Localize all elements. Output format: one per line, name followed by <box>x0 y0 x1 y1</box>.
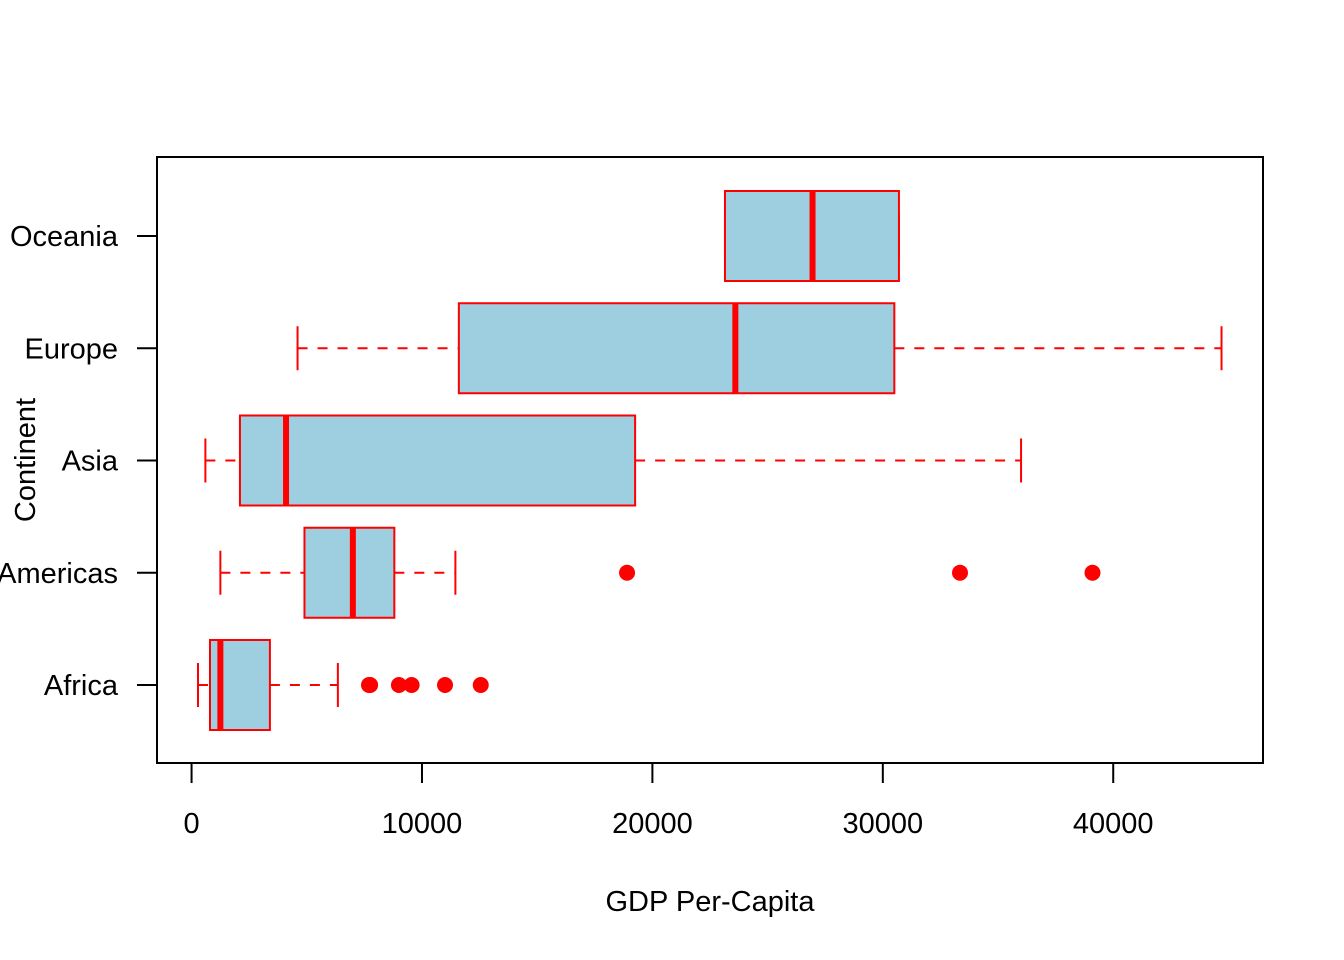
box-iqr <box>303 526 396 619</box>
x-axis: 0 10000 20000 30000 40000 <box>183 762 1154 840</box>
category-label: Americas <box>0 558 118 590</box>
y-axis: Africa Americas Asia Europe Oceania <box>0 221 158 702</box>
x-tick-label: 10000 <box>382 808 463 840</box>
category-label: Asia <box>62 446 119 478</box>
outlier-point <box>390 677 407 693</box>
x-tick-label: 20000 <box>612 808 693 840</box>
category-label: Europe <box>24 333 118 365</box>
box-asia <box>204 414 1023 507</box>
box-iqr <box>457 302 896 395</box>
box-africa <box>197 639 489 731</box>
category-label: Oceania <box>10 221 119 253</box>
box-europe <box>296 302 1223 395</box>
outlier-point <box>403 677 420 693</box>
outlier-point <box>362 677 379 693</box>
outlier-point <box>619 564 636 581</box>
x-tick-label: 40000 <box>1073 808 1154 840</box>
box-americas <box>219 526 1101 619</box>
outlier-point <box>952 564 969 581</box>
box-oceania <box>723 190 900 282</box>
x-tick-label: 30000 <box>842 808 923 840</box>
outlier-point <box>1084 564 1101 581</box>
x-axis-title: GDP Per-Capita <box>606 886 816 918</box>
box-series <box>197 190 1223 731</box>
outlier-point <box>437 677 454 693</box>
category-label: Africa <box>44 670 119 702</box>
outlier-point <box>472 677 489 693</box>
y-axis-title: Continent <box>10 398 42 522</box>
box-iqr <box>238 414 637 507</box>
x-tick-label: 0 <box>183 808 199 840</box>
